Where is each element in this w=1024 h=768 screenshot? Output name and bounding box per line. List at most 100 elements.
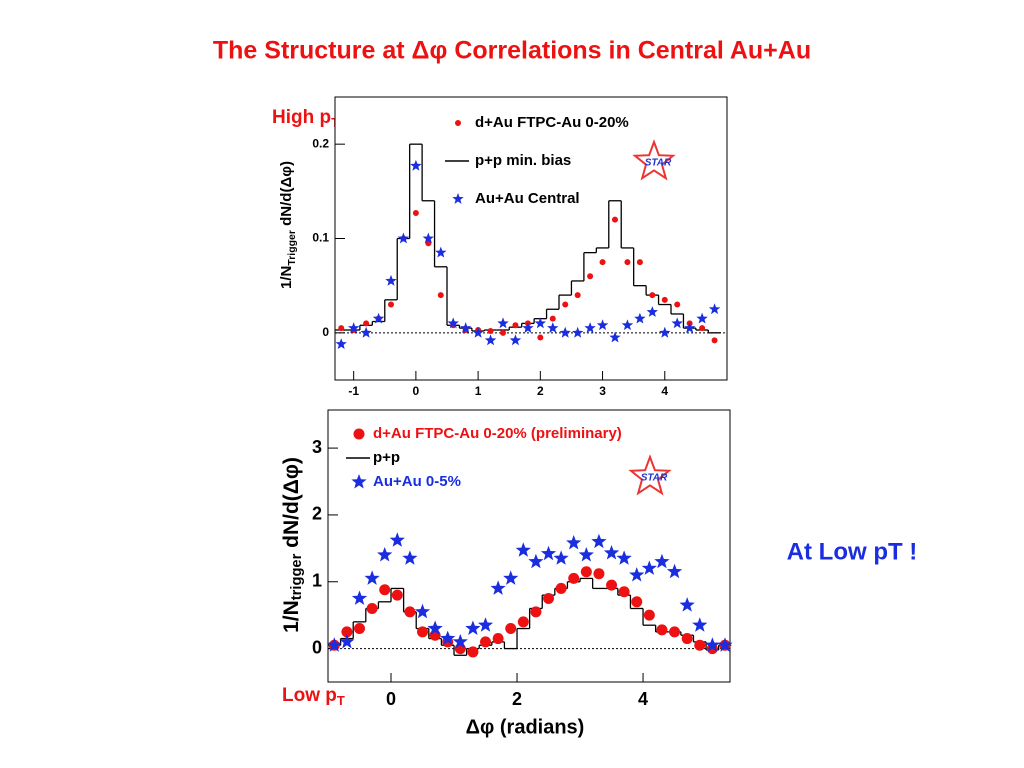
star-point xyxy=(646,306,658,317)
point xyxy=(636,259,643,266)
legend-marker xyxy=(353,428,365,440)
point xyxy=(694,639,706,651)
star-point xyxy=(364,570,380,585)
point xyxy=(643,609,655,621)
point xyxy=(555,582,567,594)
point xyxy=(388,301,394,308)
x-tick-label: 2 xyxy=(512,689,522,709)
point xyxy=(618,586,630,598)
point xyxy=(505,623,517,635)
y-axis-label: 1/NTrigger dN/d(Δφ) xyxy=(278,161,298,289)
star-point xyxy=(351,590,368,605)
star-point xyxy=(671,317,683,329)
star-point xyxy=(402,550,418,565)
star-point xyxy=(528,553,544,569)
point xyxy=(699,325,706,332)
point xyxy=(593,568,605,580)
x-tick-label: -1 xyxy=(348,384,359,398)
star-point xyxy=(696,312,708,324)
high-pt-label: High pT xyxy=(272,107,339,130)
point xyxy=(537,334,544,341)
star-point xyxy=(460,322,472,333)
y-tick-label: 2 xyxy=(312,504,322,524)
star-point xyxy=(704,637,720,652)
star-point xyxy=(497,317,509,329)
x-axis-label: Δφ (radians) xyxy=(466,716,585,738)
legend-marker xyxy=(455,120,461,126)
y-tick-label: 1 xyxy=(312,571,322,591)
star-point xyxy=(440,630,456,645)
star-point xyxy=(616,550,632,565)
point xyxy=(437,292,444,299)
star-point xyxy=(578,547,594,562)
y-tick-label: 0 xyxy=(312,637,322,657)
x-tick-label: 0 xyxy=(413,384,420,398)
point xyxy=(574,292,581,299)
point xyxy=(467,646,479,658)
star-point xyxy=(540,545,557,561)
star-point xyxy=(584,322,596,333)
point xyxy=(656,624,668,636)
star-point xyxy=(427,620,443,635)
star-point xyxy=(553,550,569,565)
legend-label: p+p xyxy=(373,449,400,466)
point xyxy=(341,626,353,638)
point xyxy=(487,327,494,334)
y-label-part: 1/N xyxy=(280,600,303,633)
point xyxy=(562,301,569,308)
star-point xyxy=(591,533,607,549)
star-point xyxy=(414,603,431,619)
point xyxy=(517,616,529,628)
y-label-part: dN/d(Δφ) xyxy=(278,161,295,230)
star-point xyxy=(503,570,519,585)
star-point xyxy=(654,553,670,569)
star-point xyxy=(435,246,447,258)
legend-label: Au+Au Central xyxy=(475,190,580,207)
point xyxy=(669,626,681,638)
star-point xyxy=(472,326,484,338)
star-point xyxy=(629,567,645,582)
point xyxy=(480,636,492,648)
point xyxy=(624,259,631,266)
point xyxy=(568,572,580,584)
legend-marker xyxy=(351,474,367,489)
star-point xyxy=(452,633,468,649)
y-label-part: dN/d(Δφ) xyxy=(280,457,303,554)
x-tick-label: 0 xyxy=(386,689,396,709)
x-tick-label: 2 xyxy=(537,384,544,398)
point xyxy=(363,320,370,327)
star-point xyxy=(447,317,459,329)
point xyxy=(500,329,506,336)
star-point xyxy=(621,319,634,331)
legend-marker xyxy=(452,193,464,204)
point xyxy=(661,296,668,303)
star-point xyxy=(422,232,434,244)
point xyxy=(587,273,594,280)
point xyxy=(543,592,555,604)
legend-label: p+p min. bias xyxy=(475,152,571,169)
star-point xyxy=(515,542,531,557)
point xyxy=(338,325,345,332)
point xyxy=(711,337,718,344)
point xyxy=(549,315,556,322)
low-pt-text: Low p xyxy=(282,685,337,706)
star-point xyxy=(509,334,522,346)
point xyxy=(391,589,403,601)
x-tick-label: 4 xyxy=(638,689,648,709)
star-point xyxy=(596,319,609,331)
star-point xyxy=(572,326,584,338)
star-point xyxy=(490,580,506,595)
star-point xyxy=(708,303,721,315)
low-pt-sub: T xyxy=(337,693,345,708)
star-point xyxy=(465,620,481,635)
low-pt-label: Low pT xyxy=(282,685,345,708)
star-point xyxy=(659,326,671,338)
x-tick-label: 4 xyxy=(661,384,668,398)
logo-star xyxy=(628,454,672,496)
plot-frame xyxy=(327,409,731,683)
star-point xyxy=(609,331,621,343)
y-label-sub: Trigger xyxy=(286,230,298,266)
point xyxy=(492,633,504,645)
star-point xyxy=(389,532,405,547)
star-point xyxy=(666,563,683,579)
